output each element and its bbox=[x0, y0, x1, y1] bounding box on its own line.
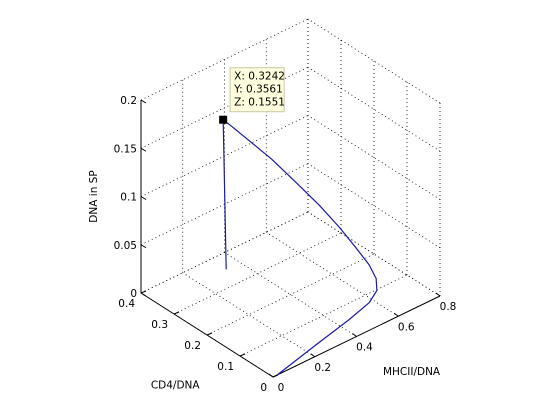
z-tick-mark bbox=[140, 196, 147, 200]
y-axis-label: CD4/DNA bbox=[151, 379, 201, 391]
y-tick-label: 0.1 bbox=[217, 361, 234, 373]
tick-labels: 00.20.40.60.800.10.20.30.400.050.10.150.… bbox=[114, 95, 457, 394]
datatip-y: Y: 0.3561 bbox=[233, 84, 283, 96]
z-tick-mark bbox=[140, 244, 147, 249]
x-tick-mark bbox=[310, 353, 316, 358]
x-axis-label: MHCII/DNA bbox=[383, 366, 441, 378]
y-tick-mark bbox=[206, 332, 213, 336]
z-tick-label: 0.1 bbox=[120, 192, 137, 204]
datatip-marker[interactable] bbox=[219, 115, 228, 124]
z-tick-mark bbox=[140, 99, 147, 104]
floor-grid-line bbox=[182, 272, 315, 358]
x-tick-label: 0 bbox=[278, 382, 285, 394]
y-tick-label: 0 bbox=[260, 382, 267, 394]
side-wall-grid-line bbox=[140, 66, 309, 149]
y-tick-label: 0.3 bbox=[151, 319, 168, 331]
x-tick-label: 0.6 bbox=[398, 321, 415, 333]
grid-layer bbox=[140, 18, 441, 378]
z-tick-label: 0 bbox=[130, 288, 137, 300]
floor-grid-line bbox=[266, 231, 399, 317]
y-tick-label: 0.2 bbox=[184, 340, 201, 352]
datatip-box bbox=[229, 67, 285, 113]
floor-grid-line bbox=[173, 232, 342, 315]
axes-layer bbox=[140, 99, 441, 378]
z-tick-label: 0.2 bbox=[120, 95, 137, 107]
z-axis-label: DNA in SP bbox=[88, 170, 100, 222]
x-tick-mark bbox=[352, 333, 357, 337]
y-tick-mark bbox=[140, 290, 147, 294]
datatip-z: Z: 0.1551 bbox=[234, 97, 285, 109]
z-tick-mark bbox=[140, 147, 147, 152]
y-tick-mark bbox=[173, 311, 180, 315]
z-tick-label: 0.05 bbox=[114, 240, 137, 252]
x-tick-mark bbox=[268, 373, 274, 378]
datatip[interactable]: X: 0.3242 Y: 0.3561 Z: 0.1551 bbox=[219, 67, 285, 124]
floor-grid-line bbox=[239, 274, 408, 357]
y-tick-mark bbox=[239, 353, 246, 357]
datatip-x: X: 0.3242 bbox=[234, 71, 285, 83]
floor-grid-line bbox=[206, 253, 375, 336]
x-tick-mark bbox=[393, 312, 399, 317]
y-tick-label: 0.4 bbox=[118, 298, 135, 310]
x-tick-mark bbox=[435, 292, 441, 297]
x-tick-label: 0.4 bbox=[356, 342, 373, 354]
y-tick-mark bbox=[272, 374, 279, 378]
z-tick-label: 0.15 bbox=[114, 143, 137, 155]
side-wall-grid-line bbox=[140, 18, 309, 101]
series-layer bbox=[222, 119, 378, 376]
x-tick-label: 0.2 bbox=[314, 362, 331, 374]
z-tick-mark bbox=[140, 292, 147, 297]
series-line-0 bbox=[222, 119, 378, 376]
side-wall-grid-line bbox=[140, 211, 309, 294]
x-tick-label: 0.8 bbox=[440, 301, 457, 313]
